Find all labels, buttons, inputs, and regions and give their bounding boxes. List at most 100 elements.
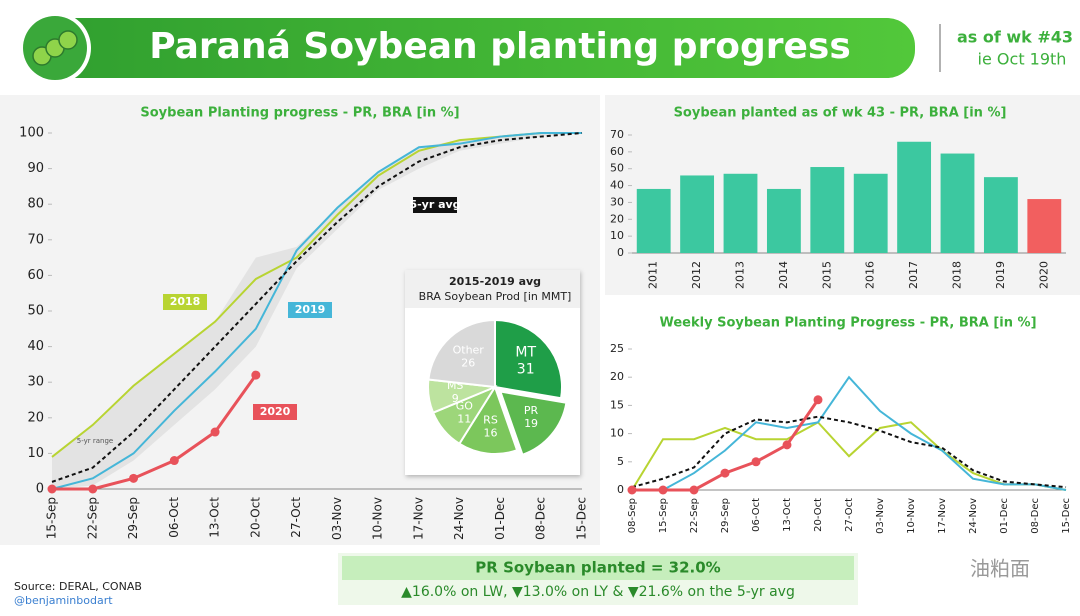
bar bbox=[1027, 199, 1062, 253]
pie-label: RS bbox=[483, 413, 498, 426]
point bbox=[210, 427, 220, 437]
x-tick-label: 06-Oct bbox=[167, 497, 181, 538]
y-tick-label: 5 bbox=[617, 455, 624, 468]
watermark: 油粕面 bbox=[970, 557, 1030, 581]
x-tick-label: 13-Oct bbox=[782, 498, 793, 532]
point bbox=[658, 485, 668, 495]
bar bbox=[810, 167, 845, 253]
x-tick-label: 15-Dec bbox=[1061, 498, 1072, 534]
x-tick-label: 2013 bbox=[734, 261, 747, 289]
y-tick-label: 60 bbox=[610, 145, 624, 158]
point bbox=[251, 370, 261, 380]
series-line bbox=[631, 415, 1067, 489]
pie-label: PR bbox=[524, 404, 539, 417]
series-label: 2020 bbox=[260, 405, 291, 418]
x-tick-label: 17-Nov bbox=[411, 497, 425, 540]
x-tick-label: 08-Dec bbox=[1030, 498, 1041, 534]
y-tick-label: 30 bbox=[610, 195, 624, 208]
x-tick-label: 2019 bbox=[994, 261, 1007, 289]
y-tick-label: 70 bbox=[27, 232, 44, 247]
pie-slice bbox=[494, 318, 563, 400]
point bbox=[88, 484, 98, 494]
bar bbox=[983, 177, 1018, 253]
charts: Soybean Planting progress - PR, BRA [in … bbox=[19, 106, 1072, 541]
y-tick-label: 0 bbox=[617, 483, 624, 496]
header-bar bbox=[20, 18, 915, 78]
x-tick-label: 20-Oct bbox=[248, 497, 262, 538]
point bbox=[129, 473, 139, 483]
x-tick-label: 13-Oct bbox=[208, 497, 222, 538]
point bbox=[751, 457, 761, 467]
point bbox=[47, 484, 57, 494]
y-tick-label: 0 bbox=[617, 246, 624, 259]
chart-title: Soybean Planting progress - PR, BRA [in … bbox=[140, 106, 459, 121]
as-of: as of wk #43 bbox=[957, 28, 1073, 47]
x-tick-label: 29-Sep bbox=[126, 497, 140, 539]
pie-slice bbox=[457, 384, 519, 455]
x-tick-label: 2017 bbox=[907, 261, 920, 289]
pie-label: MT bbox=[515, 345, 536, 361]
summary-band bbox=[342, 556, 854, 580]
y-tick-label: 20 bbox=[27, 410, 44, 425]
y-tick-label: 90 bbox=[27, 161, 44, 176]
bar bbox=[853, 173, 888, 253]
pie-title: 2015-2019 avg bbox=[449, 275, 541, 288]
series-line bbox=[51, 132, 583, 483]
x-tick-label: 2014 bbox=[777, 261, 790, 289]
x-tick-label: 03-Nov bbox=[330, 497, 344, 540]
x-tick-label: 10-Nov bbox=[371, 497, 385, 540]
series-label-bg bbox=[288, 302, 332, 318]
bar bbox=[680, 175, 715, 253]
y-tick-label: 70 bbox=[610, 128, 624, 141]
x-tick-label: 2011 bbox=[647, 261, 660, 289]
point bbox=[689, 485, 699, 495]
x-tick-label: 27-Oct bbox=[844, 498, 855, 532]
summary-detail: ▲16.0% on LW, ▼13.0% on LY & ▼21.6% on t… bbox=[401, 584, 795, 600]
pie-label: GO bbox=[456, 399, 474, 412]
pie-value: 11 bbox=[457, 413, 471, 426]
y-tick-label: 20 bbox=[610, 370, 624, 383]
series-label: 2019 bbox=[295, 303, 326, 316]
y-tick-label: 10 bbox=[610, 229, 624, 242]
pie-subtitle: BRA Soybean Prod [in MMT] bbox=[419, 290, 572, 303]
x-tick-label: 24-Nov bbox=[452, 497, 466, 540]
pie-label: Other bbox=[453, 343, 485, 356]
point bbox=[627, 485, 637, 495]
x-tick-label: 06-Oct bbox=[751, 498, 762, 532]
bar bbox=[940, 153, 975, 253]
y-tick-label: 15 bbox=[610, 398, 624, 411]
x-tick-label: 29-Sep bbox=[720, 498, 731, 533]
bar bbox=[897, 141, 932, 253]
y-tick-label: 20 bbox=[610, 212, 624, 225]
x-tick-label: 01-Dec bbox=[493, 497, 507, 540]
bar bbox=[636, 188, 671, 253]
x-tick-label: 22-Sep bbox=[689, 498, 700, 533]
x-tick-label: 2012 bbox=[690, 261, 703, 289]
pie-title-band bbox=[405, 270, 580, 308]
pie-value: 19 bbox=[524, 417, 538, 430]
y-tick-label: 30 bbox=[27, 375, 44, 390]
y-tick-label: 40 bbox=[27, 339, 44, 354]
handle: @benjaminbodart bbox=[14, 594, 113, 607]
bar bbox=[766, 188, 801, 253]
chart-title: Soybean planted as of wk 43 - PR, BRA [i… bbox=[674, 106, 1007, 121]
point bbox=[782, 440, 792, 450]
x-tick-label: 24-Nov bbox=[968, 498, 979, 534]
source: Source: DERAL, CONAB bbox=[14, 580, 142, 593]
y-tick-label: 60 bbox=[27, 268, 44, 283]
point bbox=[720, 468, 730, 478]
series-line bbox=[51, 132, 582, 490]
point bbox=[169, 456, 179, 466]
x-tick-label: 17-Nov bbox=[937, 498, 948, 534]
pie-value: 9 bbox=[452, 392, 459, 405]
series-label: 5-yr avg bbox=[409, 198, 460, 211]
logo-pod bbox=[32, 30, 78, 66]
series-line bbox=[632, 375, 1067, 491]
x-tick-label: 03-Nov bbox=[875, 498, 886, 534]
pie-slice bbox=[498, 390, 568, 457]
x-tick-label: 20-Oct bbox=[813, 498, 824, 532]
y-tick-label: 100 bbox=[19, 126, 44, 141]
x-tick-label: 2020 bbox=[1037, 261, 1050, 289]
as-of-date: ie Oct 19th bbox=[978, 50, 1067, 69]
